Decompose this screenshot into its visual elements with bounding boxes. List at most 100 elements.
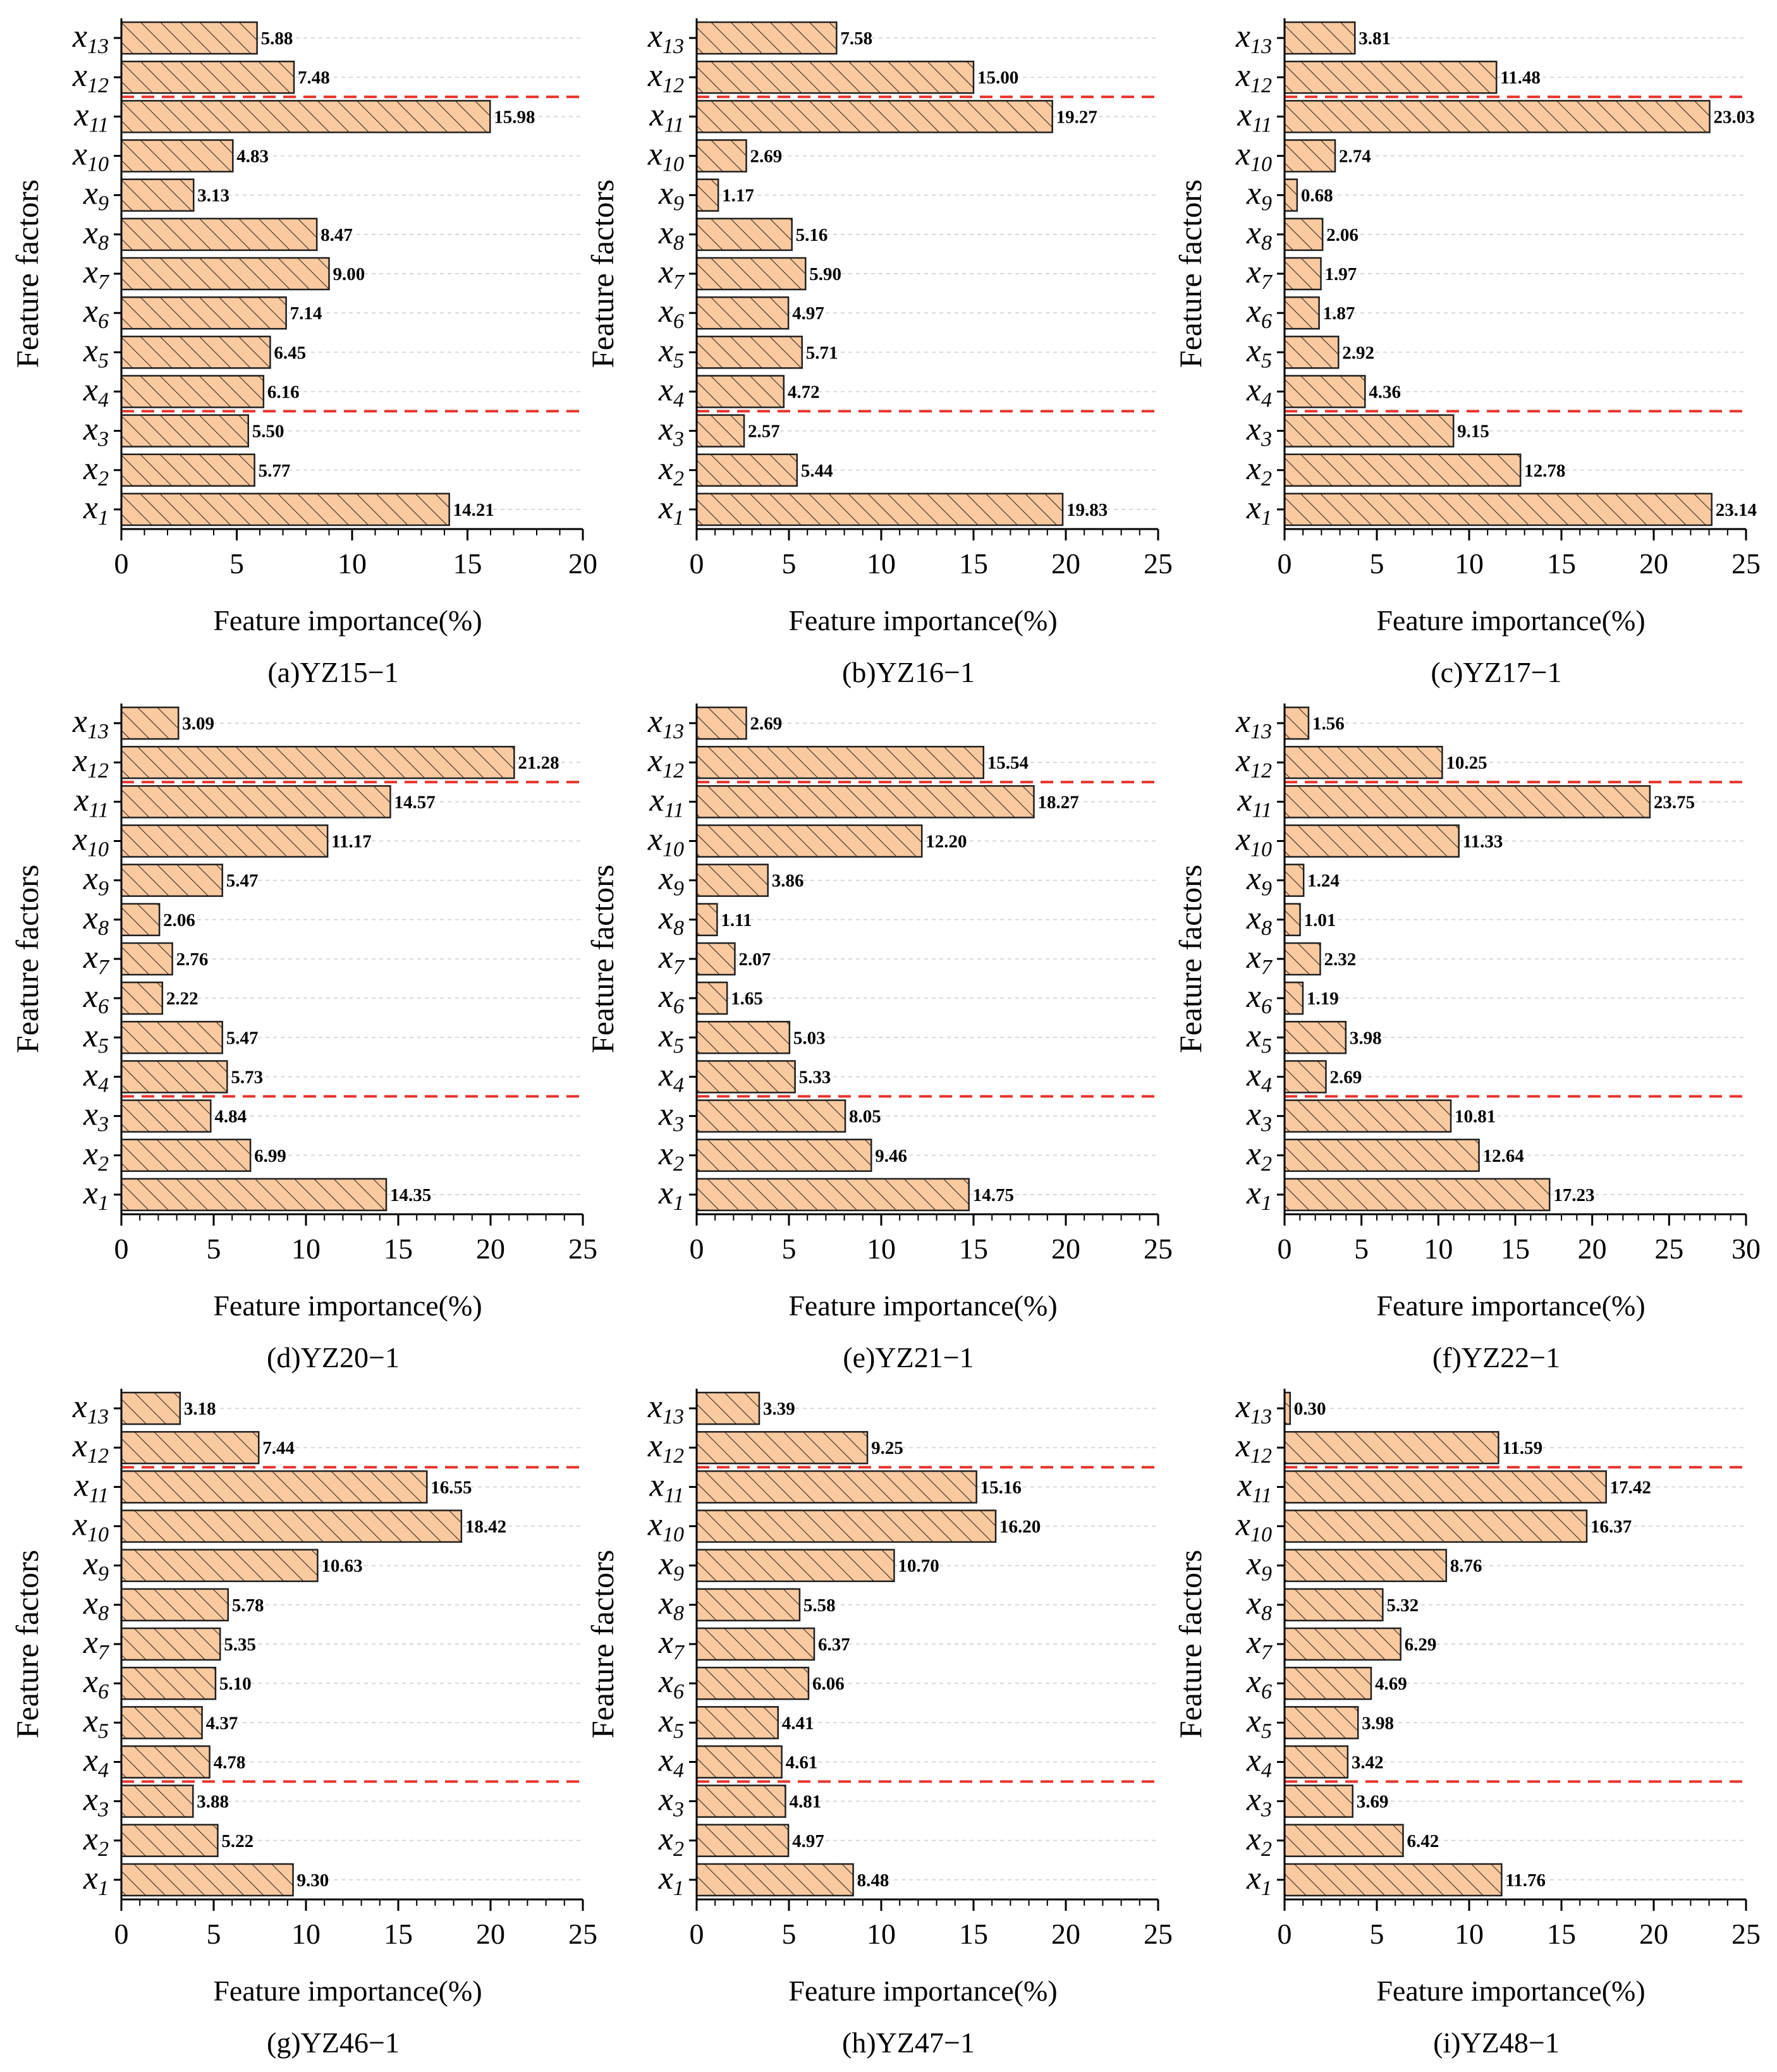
value-label-x6: 1.87 xyxy=(1323,303,1355,324)
y-tick-label-subscript: 6 xyxy=(1261,995,1272,1018)
y-tick-label-subscript: 3 xyxy=(673,428,684,451)
y-tick-label-subscript: 4 xyxy=(98,388,109,411)
value-label-x13: 3.39 xyxy=(763,1399,795,1419)
y-tick-label-x9: x9 xyxy=(83,176,109,216)
y-tick-label-x5: x5 xyxy=(83,1018,109,1057)
y-tick-label-x5: x5 xyxy=(658,332,684,372)
y-tick-label-subscript: 4 xyxy=(673,1758,684,1782)
y-tick-label-subscript: 10 xyxy=(87,838,109,862)
y-tick-label-base: x xyxy=(1235,1507,1250,1543)
y-tick-label-subscript: 3 xyxy=(97,1798,109,1822)
bar-x11 xyxy=(120,785,391,819)
y-tick-label-base: x xyxy=(1246,451,1261,487)
y-tick-label-subscript: 7 xyxy=(673,956,685,979)
y-tick-label-base: x xyxy=(649,782,664,818)
y-tick-label-x2: x2 xyxy=(1246,1136,1272,1176)
value-label-x8: 1.11 xyxy=(721,910,752,930)
value-label-x10: 2.69 xyxy=(750,147,783,167)
value-label-x2: 9.46 xyxy=(875,1146,907,1166)
y-tick-label-subscript: 6 xyxy=(98,310,109,333)
y-tick-label-subscript: 7 xyxy=(673,271,685,294)
y-tick-label-base: x xyxy=(658,1664,673,1700)
value-label-x6: 4.97 xyxy=(792,303,824,324)
bar-x3 xyxy=(695,414,745,448)
y-tick-label-base: x xyxy=(1237,1467,1252,1503)
y-tick-label-x10: x10 xyxy=(647,137,684,176)
x-tick-label: 5 xyxy=(782,547,797,580)
y-tick-label-base: x xyxy=(658,861,673,897)
y-tick-label-x8: x8 xyxy=(83,1585,109,1625)
x-tick-label: 5 xyxy=(1370,1918,1384,1950)
y-tick-label-x11: x11 xyxy=(73,97,109,137)
x-tick-label: 0 xyxy=(1278,547,1292,580)
bar-x10 xyxy=(1283,1509,1588,1543)
value-label-x13: 3.09 xyxy=(182,714,214,734)
y-tick-label-subscript: 5 xyxy=(1261,1719,1272,1743)
value-label-x11: 23.75 xyxy=(1654,792,1695,812)
y-tick-label-x12: x12 xyxy=(72,1428,109,1468)
y-tick-label-subscript: 5 xyxy=(673,349,684,372)
bar-x9 xyxy=(695,178,719,212)
bar-x12 xyxy=(1283,60,1498,94)
bar-x12 xyxy=(1283,745,1443,779)
y-tick-label-base: x xyxy=(83,1703,98,1739)
value-label-x3: 9.15 xyxy=(1457,422,1489,442)
y-tick-label-x11: x11 xyxy=(73,782,109,822)
y-tick-label-x9: x9 xyxy=(1246,861,1272,901)
bar-x7 xyxy=(695,942,736,976)
y-tick-label-base: x xyxy=(1246,293,1261,329)
x-tick-label: 5 xyxy=(782,1918,797,1950)
x-tick-label: 20 xyxy=(1639,547,1668,580)
y-tick-label-base: x xyxy=(1246,1860,1261,1896)
value-label-x2: 5.22 xyxy=(221,1831,253,1851)
y-tick-label-base: x xyxy=(83,939,98,975)
bar-x6 xyxy=(695,296,790,330)
value-label-x7: 1.97 xyxy=(1325,264,1357,284)
y-tick-label-subscript: 4 xyxy=(1261,388,1272,411)
y-tick-label-base: x xyxy=(647,58,663,94)
value-label-x8: 5.32 xyxy=(1386,1595,1419,1616)
y-tick-label-x12: x12 xyxy=(1235,743,1272,783)
value-label-x12: 11.59 xyxy=(1502,1438,1542,1458)
value-label-x11: 23.03 xyxy=(1713,107,1754,127)
y-tick-label-x6: x6 xyxy=(83,1664,109,1703)
y-tick-label-x3: x3 xyxy=(1246,411,1272,451)
y-tick-label-base: x xyxy=(1246,1175,1261,1211)
value-label-x3: 10.81 xyxy=(1455,1107,1496,1127)
y-tick-label-base: x xyxy=(1246,1782,1261,1818)
bar-x3 xyxy=(120,1784,194,1818)
y-tick-label-x5: x5 xyxy=(83,1703,109,1743)
x-tick-label: 25 xyxy=(1144,547,1173,580)
y-tick-label-x10: x10 xyxy=(1235,137,1272,176)
y-tick-label-subscript: 8 xyxy=(98,917,109,940)
y-tick-label-subscript: 2 xyxy=(98,467,109,491)
x-tick-label: 20 xyxy=(1051,547,1080,580)
bar-x8 xyxy=(120,1588,229,1622)
bar-x8 xyxy=(120,217,318,252)
y-tick-label-base: x xyxy=(658,939,673,975)
value-label-x7: 6.37 xyxy=(818,1635,850,1655)
value-label-x10: 4.83 xyxy=(236,147,269,167)
y-tick-label-base: x xyxy=(83,1624,98,1661)
y-tick-label-x1: x1 xyxy=(83,1860,109,1900)
y-tick-label-x13: x13 xyxy=(647,18,684,58)
y-tick-label-base: x xyxy=(658,1624,673,1661)
bar-x6 xyxy=(120,296,287,330)
x-tick-label: 20 xyxy=(1051,1233,1080,1265)
y-tick-label-x2: x2 xyxy=(1246,1821,1272,1861)
y-tick-label-base: x xyxy=(647,1428,663,1464)
y-tick-label-subscript: 9 xyxy=(98,1563,109,1586)
bar-x5 xyxy=(1283,336,1340,369)
y-tick-label-x5: x5 xyxy=(658,1018,684,1057)
y-tick-label-base: x xyxy=(658,1821,673,1857)
value-label-x11: 18.27 xyxy=(1037,792,1078,812)
bar-x8 xyxy=(695,217,793,252)
value-label-x7: 6.29 xyxy=(1405,1635,1437,1655)
bar-x4 xyxy=(1283,1745,1349,1779)
y-tick-label-subscript: 2 xyxy=(98,1837,109,1861)
y-tick-label-x4: x4 xyxy=(1246,1057,1272,1097)
y-tick-label-x6: x6 xyxy=(658,1664,684,1703)
value-label-x8: 5.78 xyxy=(232,1595,264,1616)
value-label-x5: 6.45 xyxy=(274,343,306,363)
bar-x3 xyxy=(695,1099,846,1133)
